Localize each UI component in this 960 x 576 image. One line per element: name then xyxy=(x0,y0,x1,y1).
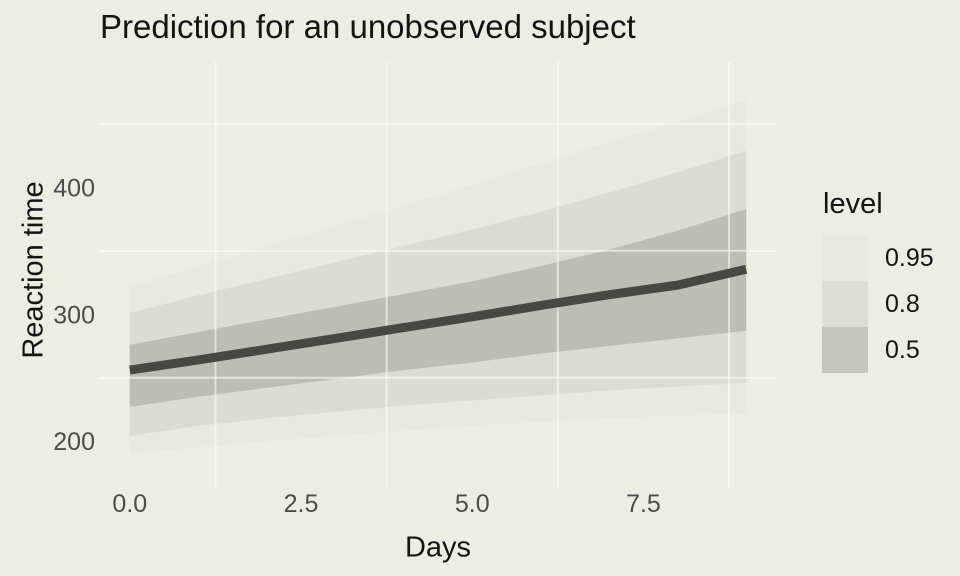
legend-title: level xyxy=(823,188,883,220)
legend-entry: 0.5 xyxy=(822,327,934,373)
legend-swatch xyxy=(822,281,868,327)
ribbon-0.5 xyxy=(129,209,747,407)
y-tick-label: 300 xyxy=(53,301,95,329)
prediction-line xyxy=(129,264,748,375)
legend-swatch xyxy=(822,327,868,373)
legend-entry: 0.8 xyxy=(822,281,934,327)
legend: level 0.95 0.8 0.5 xyxy=(822,188,934,373)
legend-entry-label: 0.95 xyxy=(885,243,934,272)
x-tick-label: 5.0 xyxy=(455,490,490,518)
y-tick-label: 400 xyxy=(53,175,95,203)
chart-title: Prediction for an unobserved subject xyxy=(100,8,636,45)
x-axis-title: Days xyxy=(404,531,472,564)
x-tick-label: 2.5 xyxy=(284,490,319,518)
y-axis-title: Reaction time xyxy=(17,181,50,359)
x-tick-label: 7.5 xyxy=(626,490,661,518)
x-tick-label: 0.0 xyxy=(112,490,147,518)
legend-keys: 0.95 0.8 0.5 xyxy=(822,235,934,373)
legend-swatch xyxy=(822,235,868,281)
y-tick-label: 200 xyxy=(53,428,95,456)
legend-entry: 0.95 xyxy=(822,235,934,281)
legend-entry-label: 0.8 xyxy=(885,289,920,318)
legend-entry-label: 0.5 xyxy=(885,335,920,364)
